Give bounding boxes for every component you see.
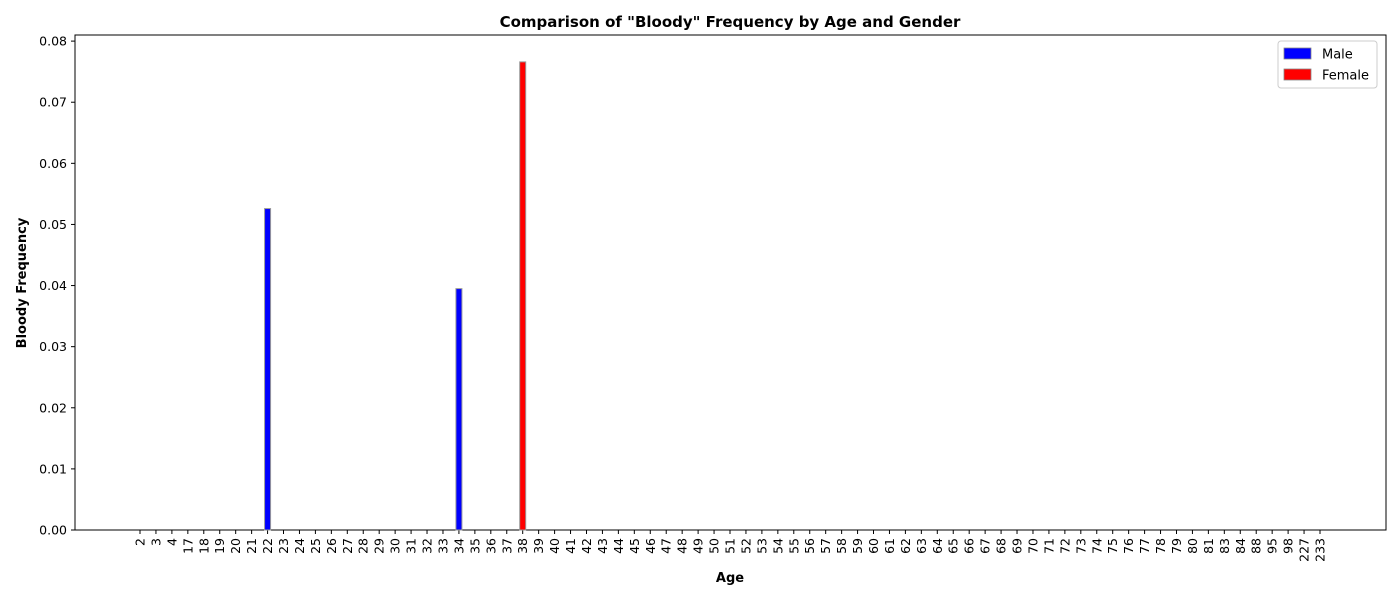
- x-tick-label: 46: [643, 538, 658, 554]
- x-tick-label: 25: [308, 538, 323, 554]
- x-tick-label: 31: [404, 538, 419, 554]
- x-tick-label: 47: [659, 538, 674, 554]
- y-tick-label: 0.04: [39, 278, 67, 293]
- legend-label-male: Male: [1322, 48, 1353, 63]
- x-tick-label: 65: [946, 538, 961, 554]
- x-tick-label: 74: [1089, 538, 1104, 554]
- legend-swatch-male: [1283, 47, 1312, 60]
- x-tick-label: 55: [786, 538, 801, 554]
- x-tick-label: 39: [531, 538, 546, 554]
- x-tick-label: 36: [483, 538, 498, 554]
- x-tick-label: 50: [707, 538, 722, 554]
- x-tick-label: 24: [292, 538, 307, 554]
- x-tick-label: 62: [898, 538, 913, 554]
- x-tick-label: 4: [164, 538, 179, 546]
- x-tick-label: 83: [1217, 538, 1232, 554]
- x-tick-label: 43: [595, 538, 610, 554]
- x-tick-label: 60: [866, 538, 881, 554]
- y-axis-label: Bloody Frequency: [15, 217, 30, 348]
- y-tick-label: 0.03: [39, 339, 67, 354]
- x-tick-label: 69: [1010, 538, 1025, 554]
- x-tick-label: 95: [1265, 538, 1280, 554]
- y-tick-label: 0.05: [39, 217, 67, 232]
- legend-swatch-female: [1283, 68, 1312, 81]
- x-tick-label: 73: [1073, 538, 1088, 554]
- bar-male-34: [455, 288, 463, 531]
- x-tick-label: 41: [563, 538, 578, 554]
- legend: Male Female: [1277, 40, 1378, 89]
- x-tick-label: 22: [260, 538, 275, 554]
- x-tick-label: 64: [930, 538, 945, 554]
- x-tick-label: 44: [611, 538, 626, 554]
- x-axis-label: Age: [716, 571, 744, 586]
- x-tick-label: 68: [994, 538, 1009, 554]
- x-tick-label: 20: [228, 538, 243, 554]
- x-tick-label: 54: [770, 538, 785, 554]
- x-tick-label: 227: [1297, 538, 1312, 562]
- x-tick-label: 42: [579, 538, 594, 554]
- x-tick-label: 17: [180, 538, 195, 554]
- x-tick-label: 35: [467, 538, 482, 554]
- x-tick-label: 45: [627, 538, 642, 554]
- x-tick-label: 49: [691, 538, 706, 554]
- y-tick-label: 0.01: [39, 461, 67, 476]
- x-tick-label: 88: [1249, 538, 1264, 554]
- x-tick-label: 63: [914, 538, 929, 554]
- x-tick-label: 30: [388, 538, 403, 554]
- y-tick-label: 0.02: [39, 400, 67, 415]
- x-tick-label: 56: [802, 538, 817, 554]
- x-tick-label: 26: [324, 538, 339, 554]
- x-tick-label: 84: [1233, 538, 1248, 554]
- x-tick-label: 80: [1185, 538, 1200, 554]
- x-tick-label: 57: [818, 538, 833, 554]
- x-tick-label: 29: [372, 538, 387, 554]
- y-tick-label: 0.00: [39, 523, 67, 538]
- x-tick-label: 58: [834, 538, 849, 554]
- y-tick-label: 0.06: [39, 156, 67, 171]
- x-tick-label: 59: [850, 538, 865, 554]
- x-tick-label: 27: [340, 538, 355, 554]
- bar-male-22: [264, 208, 272, 531]
- x-tick-label: 67: [978, 538, 993, 554]
- x-tick-label: 18: [196, 538, 211, 554]
- x-tick-label: 76: [1121, 538, 1136, 554]
- x-tick-label: 81: [1201, 538, 1216, 554]
- x-tick-label: 2: [133, 538, 148, 546]
- x-tick-label: 75: [1105, 538, 1120, 554]
- x-tick-label: 48: [675, 538, 690, 554]
- x-tick-label: 19: [212, 538, 227, 554]
- plot-frame: [74, 34, 1387, 531]
- x-tick-label: 34: [451, 538, 466, 554]
- x-tick-label: 61: [882, 538, 897, 554]
- x-tick-label: 70: [1025, 538, 1040, 554]
- x-tick-label: 33: [435, 538, 450, 554]
- x-tick-label: 66: [962, 538, 977, 554]
- plot-area: 0.000.010.020.030.040.050.060.070.082 3 4 1…: [39, 34, 1387, 562]
- x-tick-label: 98: [1281, 538, 1296, 554]
- chart-title: Comparison of "Bloody" Frequency by Age …: [500, 13, 961, 31]
- x-tick-label: 23: [276, 538, 291, 554]
- x-tick-label: 71: [1041, 538, 1056, 554]
- y-tick-label: 0.08: [39, 34, 67, 49]
- x-tick-label: 79: [1169, 538, 1184, 554]
- x-tick-label: 38: [515, 538, 530, 554]
- x-tick-label: 3: [148, 538, 163, 546]
- x-tick-label: 78: [1153, 538, 1168, 554]
- x-tick-label: 233: [1313, 538, 1328, 562]
- x-tick-label: 32: [420, 538, 435, 554]
- x-tick-label: 77: [1137, 538, 1152, 554]
- y-tick-label: 0.07: [39, 95, 67, 110]
- x-tick-label: 53: [754, 538, 769, 554]
- x-tick-label: 72: [1057, 538, 1072, 554]
- x-tick-label: 21: [244, 538, 259, 554]
- bar-female-38: [519, 61, 527, 531]
- x-tick-label: 52: [738, 538, 753, 554]
- x-tick-label: 37: [499, 538, 514, 554]
- legend-label-female: Female: [1322, 69, 1369, 84]
- x-tick-label: 28: [356, 538, 371, 554]
- x-tick-label: 40: [547, 538, 562, 554]
- x-tick-label: 51: [723, 538, 738, 554]
